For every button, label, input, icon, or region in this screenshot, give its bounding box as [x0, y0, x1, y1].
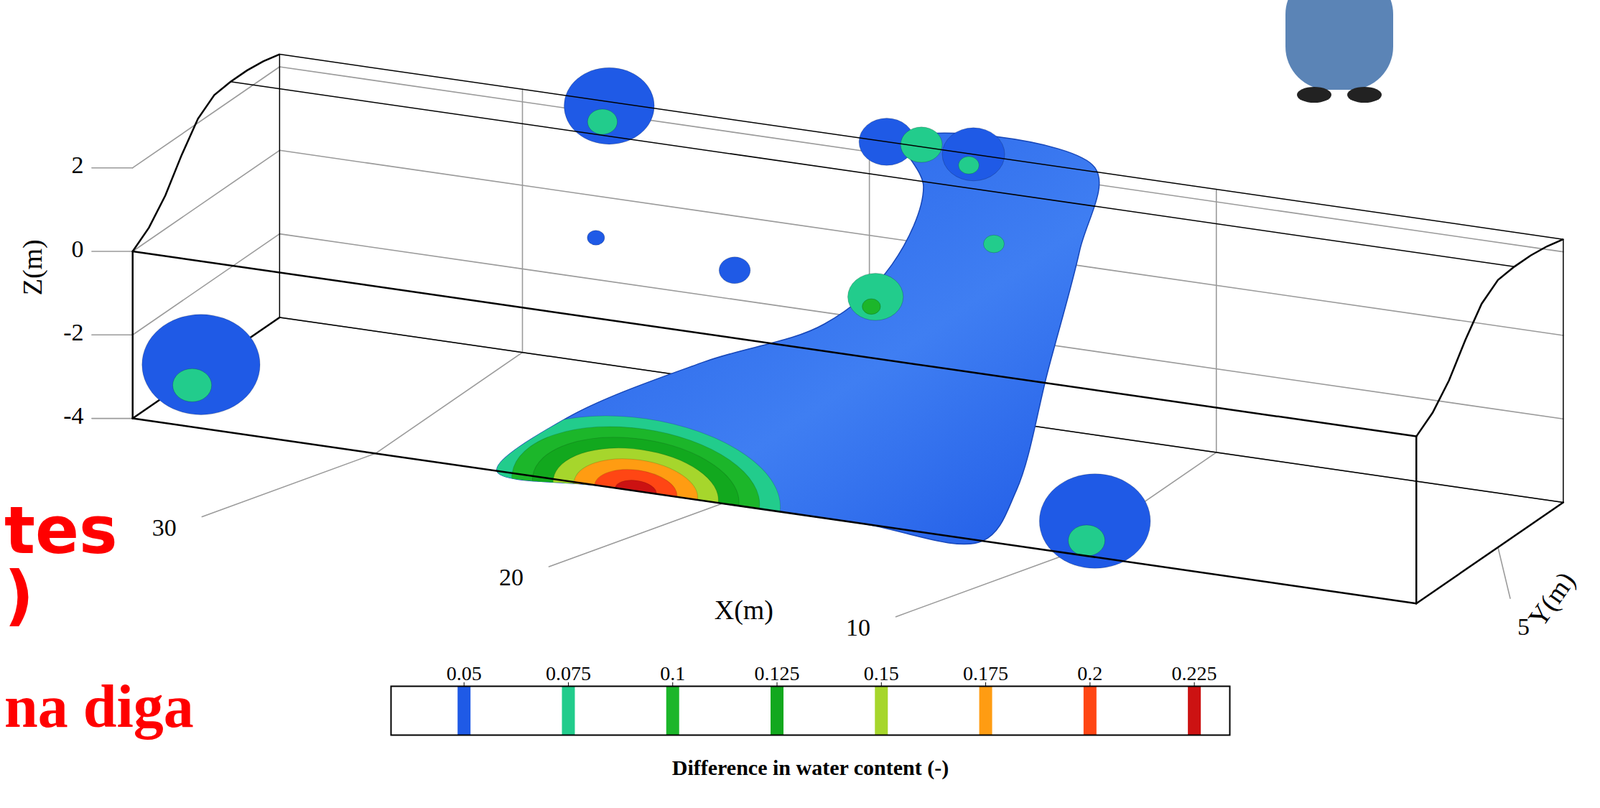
- svg-text:X(m): X(m): [714, 594, 774, 626]
- svg-text:10: 10: [845, 614, 871, 641]
- svg-text:30: 30: [152, 514, 177, 541]
- svg-text:0.2: 0.2: [1077, 662, 1103, 685]
- svg-text:na diga: na diga: [4, 672, 194, 740]
- svg-text:0.05: 0.05: [446, 662, 482, 685]
- svg-text:0.225: 0.225: [1171, 662, 1218, 685]
- svg-text:Y(m): Y(m): [1522, 565, 1582, 632]
- svg-text:): ): [4, 557, 34, 633]
- svg-text:-2: -2: [63, 318, 84, 346]
- svg-text:Difference in water content (-: Difference in water content (-): [672, 755, 949, 780]
- svg-text:0.15: 0.15: [863, 662, 900, 685]
- svg-text:0.1: 0.1: [659, 662, 686, 685]
- svg-text:Z(m): Z(m): [17, 239, 49, 296]
- svg-text:0.175: 0.175: [963, 662, 1009, 685]
- svg-text:0.075: 0.075: [545, 662, 592, 685]
- svg-text:2: 2: [71, 151, 85, 179]
- svg-text:0.125: 0.125: [754, 662, 800, 685]
- svg-text:5: 5: [1517, 612, 1530, 640]
- svg-text:tes: tes: [4, 492, 118, 569]
- svg-text:20: 20: [499, 563, 524, 591]
- svg-text:-4: -4: [63, 402, 84, 429]
- svg-text:0: 0: [71, 235, 85, 263]
